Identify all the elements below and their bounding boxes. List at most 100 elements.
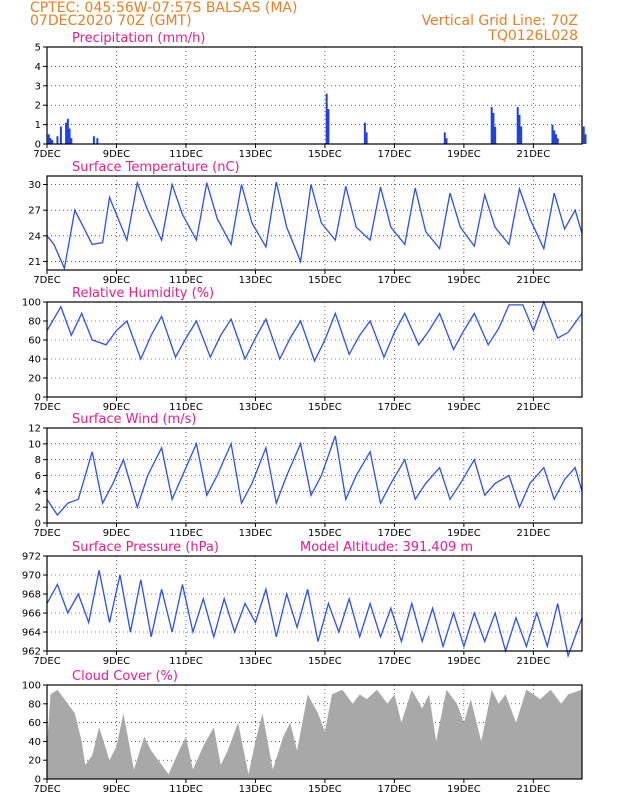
y-tick-label: 40 <box>28 737 41 748</box>
y-tick-label: 964 <box>22 628 41 639</box>
header-grid-line: Vertical Grid Line: 70Z <box>422 13 578 29</box>
x-tick-label: 19DEC <box>447 784 481 795</box>
x-tick-label: 9DEC <box>103 784 130 795</box>
y-tick-label: 100 <box>22 298 41 309</box>
precip-bar <box>520 126 523 144</box>
precip-bar <box>556 138 559 144</box>
panel-title: Precipitation (mm/h) <box>72 31 205 46</box>
y-tick-label: 80 <box>28 699 41 710</box>
y-tick-label: 21 <box>28 257 41 268</box>
x-tick-label: 17DEC <box>378 402 412 413</box>
precip-bar <box>551 124 554 144</box>
x-tick-label: 21DEC <box>516 149 550 160</box>
y-tick-label: 10 <box>28 439 41 450</box>
x-tick-label: 7DEC <box>33 784 60 795</box>
x-tick-label: 7DEC <box>33 275 60 286</box>
precip-bar <box>56 136 59 144</box>
precip-bar <box>554 134 557 144</box>
y-tick-label: 3 <box>35 81 41 92</box>
y-tick-label: 0 <box>35 393 41 404</box>
x-tick-label: 7DEC <box>33 528 60 539</box>
y-tick-label: 24 <box>28 231 41 242</box>
y-tick-label: 6 <box>35 471 41 482</box>
y-tick-label: 20 <box>28 374 41 385</box>
x-tick-label: 19DEC <box>447 402 481 413</box>
panel-3: 0 20 40 60 80 100 7DEC 9DEC 11DEC 13DEC 15DEC 17DEC… <box>22 286 583 413</box>
y-tick-label: 0 <box>35 775 41 786</box>
y-tick-label: 4 <box>35 62 41 73</box>
panel-frame <box>46 301 583 398</box>
x-tick-label: 13DEC <box>239 149 273 160</box>
x-tick-label: 17DEC <box>378 656 412 667</box>
y-tick-label: 966 <box>22 609 41 620</box>
panel-6: 0 20 40 60 80 100 7DEC 9DEC 11DEC 13DEC 15DEC 17DEC… <box>22 669 583 795</box>
x-tick-label: 9DEC <box>103 149 130 160</box>
x-tick-label: 19DEC <box>447 275 481 286</box>
x-tick-label: 21DEC <box>516 656 550 667</box>
precip-bar <box>65 122 68 144</box>
precip-bar <box>553 130 556 144</box>
precip-bar <box>445 138 448 144</box>
panel-1: 0 1 2 3 4 5 7DEC 9DEC 11DEC 13DEC 15DEC 17DEC 19DEC 2… <box>33 31 587 160</box>
x-tick-label: 13DEC <box>239 784 273 795</box>
precip-bar <box>47 134 50 144</box>
series-line <box>46 435 583 517</box>
header-date: 07DEC2020 70Z (GMT) <box>30 13 192 29</box>
precip-bar <box>516 107 519 144</box>
x-tick-label: 7DEC <box>33 402 60 413</box>
precip-bar <box>443 132 446 144</box>
x-tick-label: 15DEC <box>308 784 342 795</box>
precip-bar <box>494 126 497 144</box>
x-tick-label: 11DEC <box>169 402 203 413</box>
y-tick-label: 4 <box>35 487 41 498</box>
x-tick-label: 9DEC <box>103 656 130 667</box>
x-tick-label: 13DEC <box>239 656 273 667</box>
x-tick-label: 15DEC <box>308 402 342 413</box>
panel-title: Surface Pressure (hPa) <box>72 540 219 555</box>
x-tick-label: 7DEC <box>33 149 60 160</box>
precip-bar <box>582 126 585 144</box>
y-tick-label: 80 <box>28 317 41 328</box>
precip-bar <box>492 112 495 144</box>
y-tick-label: 8 <box>35 455 41 466</box>
precip-bar <box>59 126 62 144</box>
y-tick-label: 0 <box>35 519 41 530</box>
precip-bar <box>365 132 368 144</box>
y-tick-label: 962 <box>22 647 41 658</box>
precip-bar <box>518 114 521 144</box>
precip-bar <box>92 136 95 144</box>
y-tick-label: 2 <box>35 101 41 112</box>
y-tick-label: 12 <box>28 424 41 435</box>
x-tick-label: 21DEC <box>516 784 550 795</box>
x-tick-label: 9DEC <box>103 275 130 286</box>
panel-title: Cloud Cover (%) <box>72 669 178 684</box>
y-tick-label: 40 <box>28 355 41 366</box>
y-tick-label: 27 <box>28 206 41 217</box>
x-tick-label: 13DEC <box>239 275 273 286</box>
y-tick-label: 5 <box>35 43 41 54</box>
precip-bar <box>66 118 69 144</box>
precip-bar <box>363 122 366 144</box>
y-tick-label: 1 <box>35 120 41 131</box>
y-tick-label: 970 <box>22 571 41 582</box>
y-tick-label: 0 <box>35 140 41 151</box>
panel-title: Relative Humidity (%) <box>72 286 214 301</box>
x-tick-label: 9DEC <box>103 402 130 413</box>
x-tick-label: 11DEC <box>169 528 203 539</box>
panel-frame <box>46 684 583 780</box>
x-tick-label: 15DEC <box>308 656 342 667</box>
x-tick-label: 11DEC <box>169 149 203 160</box>
panel-2: 21 24 27 30 7DEC 9DEC 11DEC 13DEC 15DEC 17DEC 19DE… <box>28 160 583 286</box>
panel-5: 962 964 966 968 970 972 7DEC 9DEC 11DEC 13DEC 15DE… <box>22 540 583 667</box>
x-tick-label: 13DEC <box>239 528 273 539</box>
panel-title: Surface Temperature (nC) <box>72 160 240 175</box>
x-tick-label: 17DEC <box>378 784 412 795</box>
header-model-code: TQ0126L028 <box>487 28 578 44</box>
x-tick-label: 17DEC <box>378 528 412 539</box>
x-tick-label: 21DEC <box>516 528 550 539</box>
precip-bar <box>49 138 52 144</box>
x-tick-label: 21DEC <box>516 275 550 286</box>
y-tick-label: 60 <box>28 336 41 347</box>
